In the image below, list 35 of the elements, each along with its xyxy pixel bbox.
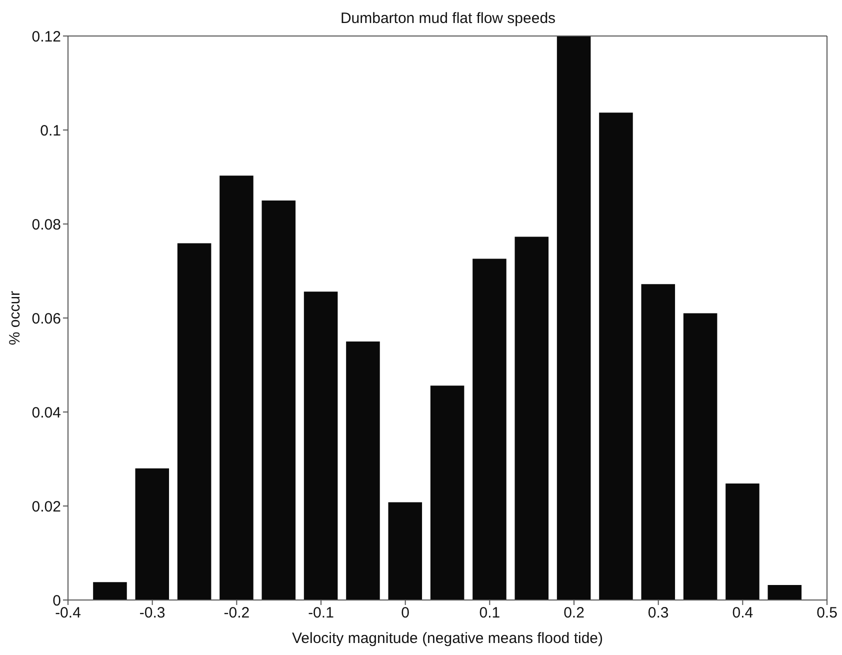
bar xyxy=(726,483,760,600)
x-tick-label: 0.3 xyxy=(648,604,669,622)
bar xyxy=(177,243,212,600)
bar xyxy=(262,200,296,600)
bar xyxy=(514,236,549,600)
chart-title: Dumbarton mud flat flow speeds xyxy=(339,10,557,27)
x-tick-label: 0.1 xyxy=(479,604,500,622)
bar xyxy=(599,112,633,600)
bar xyxy=(430,386,464,600)
x-tick-label: 0 xyxy=(401,604,410,622)
bar xyxy=(388,502,422,600)
bar xyxy=(641,284,676,600)
bar xyxy=(556,36,591,600)
y-tick-label: 0.02 xyxy=(32,498,61,516)
bar xyxy=(304,292,338,600)
y-tick-label: 0.06 xyxy=(32,310,61,328)
y-tick-label: 0.1 xyxy=(40,122,61,140)
bar xyxy=(135,468,170,600)
bar xyxy=(768,584,802,600)
x-axis-title: Velocity magnitude (negative means flood tide) xyxy=(292,630,604,647)
bar xyxy=(220,176,254,600)
x-tick-label: 0.2 xyxy=(564,604,584,622)
y-axis-title: % occur xyxy=(6,290,24,346)
bar xyxy=(93,582,127,600)
x-tick-label: 0.5 xyxy=(816,604,838,622)
x-tick-label: 0.4 xyxy=(732,604,754,622)
y-tick-label: 0.12 xyxy=(32,28,61,46)
y-tick-label: 0.08 xyxy=(32,216,61,234)
bar xyxy=(472,258,506,600)
bar xyxy=(346,342,380,600)
bar xyxy=(683,313,718,600)
x-tick-label: -0.3 xyxy=(139,604,166,622)
y-tick-label: 0.04 xyxy=(32,404,61,422)
x-tick-label: -0.1 xyxy=(308,604,334,622)
x-tick-label: -0.2 xyxy=(224,604,250,622)
